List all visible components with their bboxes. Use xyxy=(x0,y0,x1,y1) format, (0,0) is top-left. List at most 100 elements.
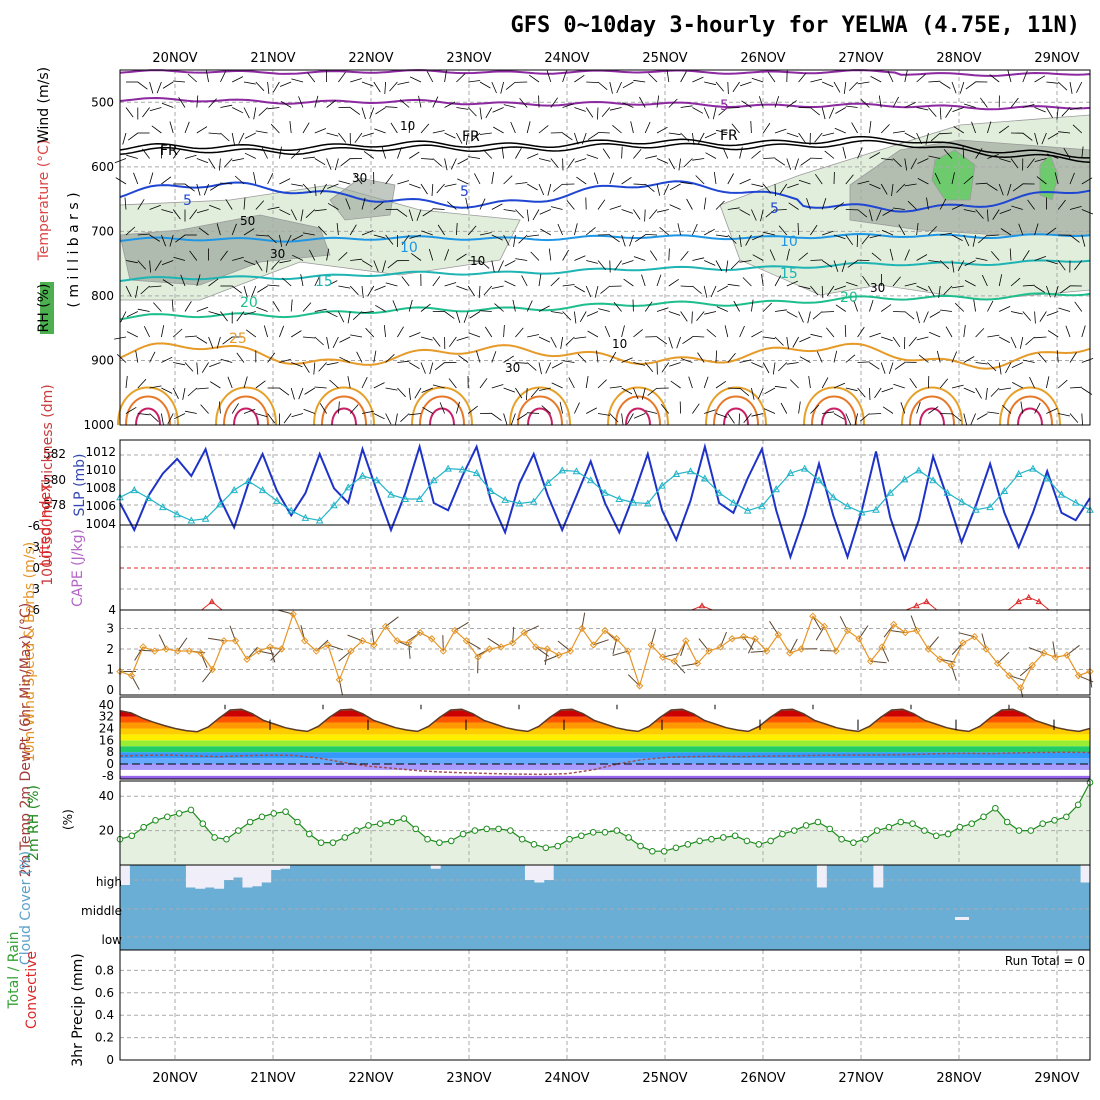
date-label-bottom: 27NOV xyxy=(838,1071,883,1086)
wind-barb xyxy=(928,80,941,83)
wind10m-point xyxy=(508,639,517,647)
wind-barb xyxy=(774,336,784,346)
wind10m-point xyxy=(208,665,217,674)
wind-barb xyxy=(633,149,642,159)
wind-barb xyxy=(593,172,599,185)
wind-barb xyxy=(401,276,410,287)
wind-barb xyxy=(209,381,221,389)
rh2m-point xyxy=(175,810,183,817)
wind-barb xyxy=(587,132,599,141)
wind-barb xyxy=(196,274,201,287)
wind-barb xyxy=(697,352,705,363)
rh2m-point xyxy=(826,825,834,833)
wind-barb xyxy=(510,413,516,425)
wind-barb xyxy=(857,361,870,363)
wind-barb xyxy=(515,327,524,338)
wind-barb xyxy=(1054,172,1059,185)
wind-barb xyxy=(279,325,285,338)
rh2m-unit-label: (%) xyxy=(61,809,75,830)
wind-barb xyxy=(1034,132,1039,145)
wind-barb xyxy=(730,260,740,270)
wind-barb xyxy=(880,362,886,374)
wind-barb xyxy=(1058,413,1070,417)
wind-barb xyxy=(778,225,788,236)
wind-barb xyxy=(550,277,560,287)
rh2m-point xyxy=(956,823,964,831)
wind-barb xyxy=(526,121,531,134)
wind-barb xyxy=(362,132,374,137)
wind10m-point xyxy=(220,637,228,645)
wind-barb xyxy=(408,120,411,134)
wind-barb xyxy=(762,362,770,374)
wind-barb xyxy=(491,285,504,289)
wind-barb xyxy=(1063,147,1071,159)
slp-point xyxy=(601,488,609,496)
wind10m-point xyxy=(347,647,355,655)
temp2m-tick-label: 0 xyxy=(106,757,114,771)
wind-barb xyxy=(951,413,962,422)
wind-barb xyxy=(361,410,374,414)
wind-barb xyxy=(1036,176,1047,185)
wind10m-point xyxy=(947,661,956,670)
wind-barb xyxy=(762,122,771,134)
wind-barb xyxy=(761,274,764,287)
wind-barb xyxy=(792,336,799,348)
wind10m-point xyxy=(924,645,933,653)
rh2m-point xyxy=(1039,820,1046,828)
slp-point xyxy=(1014,469,1023,477)
wind-barb xyxy=(656,336,668,345)
wind-barb xyxy=(367,285,375,297)
wind-barb xyxy=(1069,352,1077,363)
wind-barb xyxy=(510,121,516,134)
temperature-color-band xyxy=(120,758,1090,764)
wind-barb xyxy=(641,387,646,400)
surface-isotherm-loop xyxy=(821,407,847,426)
wind-barb xyxy=(302,302,312,312)
isotherm-label: 15 xyxy=(315,274,333,290)
wind-barb xyxy=(156,81,162,94)
wind-barb xyxy=(845,413,852,425)
rh2m-point xyxy=(731,832,739,840)
wind10m-barb xyxy=(246,646,258,660)
precip-tick-label: 0.4 xyxy=(95,1008,114,1022)
wind-barb xyxy=(629,234,634,247)
wind-barb xyxy=(940,232,953,236)
wind-barb xyxy=(521,275,528,287)
precip-axis-label: 3hr Precip (mm) xyxy=(70,953,86,1066)
slp-point xyxy=(643,499,652,507)
wind-barb xyxy=(798,72,807,83)
wind10m-barb xyxy=(385,616,399,627)
isotherm-line-25 xyxy=(119,342,1091,370)
wind-barb xyxy=(585,376,589,389)
wind-barb xyxy=(385,413,392,425)
wind10m-point xyxy=(312,647,321,655)
wind-barb xyxy=(538,274,542,287)
wind10m-point xyxy=(739,632,748,641)
slp-point xyxy=(315,516,324,524)
wind-barb xyxy=(916,254,928,261)
isotherm-label: 5 xyxy=(460,184,469,200)
wind-barb xyxy=(951,81,957,94)
wind-barb xyxy=(220,182,233,185)
wind-barb xyxy=(1012,183,1024,192)
wind-barb xyxy=(361,197,366,210)
wind-barb xyxy=(467,107,477,117)
slp-point xyxy=(815,476,823,484)
wind-barb xyxy=(149,260,151,273)
wind-barb xyxy=(1046,408,1058,414)
wind-barb xyxy=(516,413,528,421)
wind-barb xyxy=(951,285,964,289)
surface-isotherm-loop xyxy=(615,395,661,426)
isotherm-label: 10 xyxy=(400,240,418,256)
wind-barb xyxy=(444,311,455,319)
wind-barb xyxy=(142,107,150,118)
surface-isotherm-loop xyxy=(313,386,375,426)
wind-barb xyxy=(762,302,772,312)
wind-barb xyxy=(1018,223,1024,236)
wind-barb xyxy=(432,384,445,389)
wind-barb xyxy=(231,132,235,145)
wind-barb xyxy=(232,256,244,261)
wind-barb xyxy=(741,100,752,108)
wind-barb xyxy=(458,355,469,363)
wind-barb xyxy=(220,71,227,83)
